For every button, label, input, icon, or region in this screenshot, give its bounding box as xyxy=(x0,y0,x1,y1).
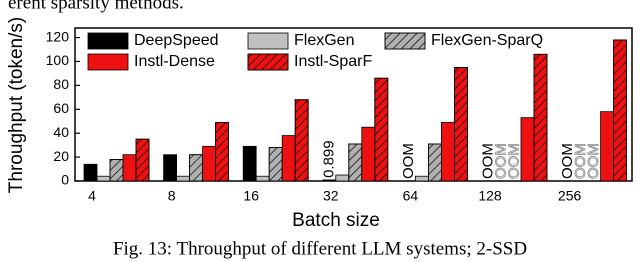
legend-swatch xyxy=(87,32,129,50)
bar-hatch xyxy=(215,122,230,182)
bar xyxy=(176,175,191,182)
value-label: OOM xyxy=(492,143,509,179)
legend-swatch xyxy=(87,53,129,71)
value-label: OOM xyxy=(479,143,496,179)
bar xyxy=(242,145,257,182)
bar-hatch xyxy=(348,143,363,182)
x-tick-label: 256 xyxy=(558,188,582,204)
y-tick-label: 0 xyxy=(61,172,69,188)
x-tick-label: 64 xyxy=(403,188,419,204)
bar-hatch xyxy=(109,159,124,182)
value-label: OOM xyxy=(585,143,602,179)
bar xyxy=(600,111,614,182)
bar xyxy=(520,117,535,182)
y-tick-label: 60 xyxy=(53,100,69,116)
bar xyxy=(440,122,455,182)
x-tick-label: 8 xyxy=(168,188,176,204)
bar-hatch xyxy=(453,67,468,182)
bar xyxy=(96,175,111,182)
legend-hatch xyxy=(247,53,289,71)
caption: Fig. 13: Throughput of different LLM sys… xyxy=(113,238,527,259)
value-label: OOM xyxy=(572,143,589,179)
legend-swatch xyxy=(247,32,289,50)
value-label: OOM xyxy=(505,143,522,179)
value-label: OOM xyxy=(400,143,417,179)
bar xyxy=(335,174,350,182)
bar-hatch xyxy=(294,99,309,182)
bar xyxy=(255,175,270,182)
legend-label: DeepSpeed xyxy=(134,32,219,49)
bar xyxy=(83,163,98,182)
bar-hatch xyxy=(189,154,204,182)
x-tick-label: 128 xyxy=(478,188,502,204)
bar xyxy=(322,179,337,182)
y-tick-label: 120 xyxy=(46,28,70,44)
bar xyxy=(361,126,376,182)
bar xyxy=(122,154,137,182)
value-label: OOM xyxy=(559,143,576,179)
bar xyxy=(414,175,429,182)
legend-label: FlexGen-SparQ xyxy=(431,32,543,49)
bar-hatch xyxy=(427,143,442,182)
bar-hatch xyxy=(374,77,389,182)
x-axis-title: Batch size xyxy=(292,210,380,231)
bar xyxy=(163,154,178,182)
legend-label: Instl-Dense xyxy=(134,53,215,70)
bar-hatch xyxy=(533,53,548,182)
y-axis-title: Throughput (token/s) xyxy=(6,17,27,193)
above-text: erent sparsity methods. xyxy=(8,0,184,13)
bar-hatch xyxy=(268,147,283,182)
y-tick-label: 20 xyxy=(53,148,69,164)
x-tick-label: 4 xyxy=(88,188,96,204)
bar xyxy=(281,135,296,182)
y-tick-label: 80 xyxy=(53,76,69,92)
bar-hatch xyxy=(135,138,150,182)
legend-label: Instl-SparF xyxy=(294,53,372,70)
legend-label: FlexGen xyxy=(294,32,354,49)
x-tick-label: 16 xyxy=(243,188,259,204)
legend-hatch xyxy=(384,32,426,50)
value-label: 0.899 xyxy=(320,140,337,178)
y-tick-label: 40 xyxy=(53,124,69,140)
y-tick-label: 100 xyxy=(46,52,70,68)
x-tick-label: 32 xyxy=(323,188,339,204)
bar-hatch xyxy=(613,39,627,182)
bar xyxy=(202,145,217,182)
